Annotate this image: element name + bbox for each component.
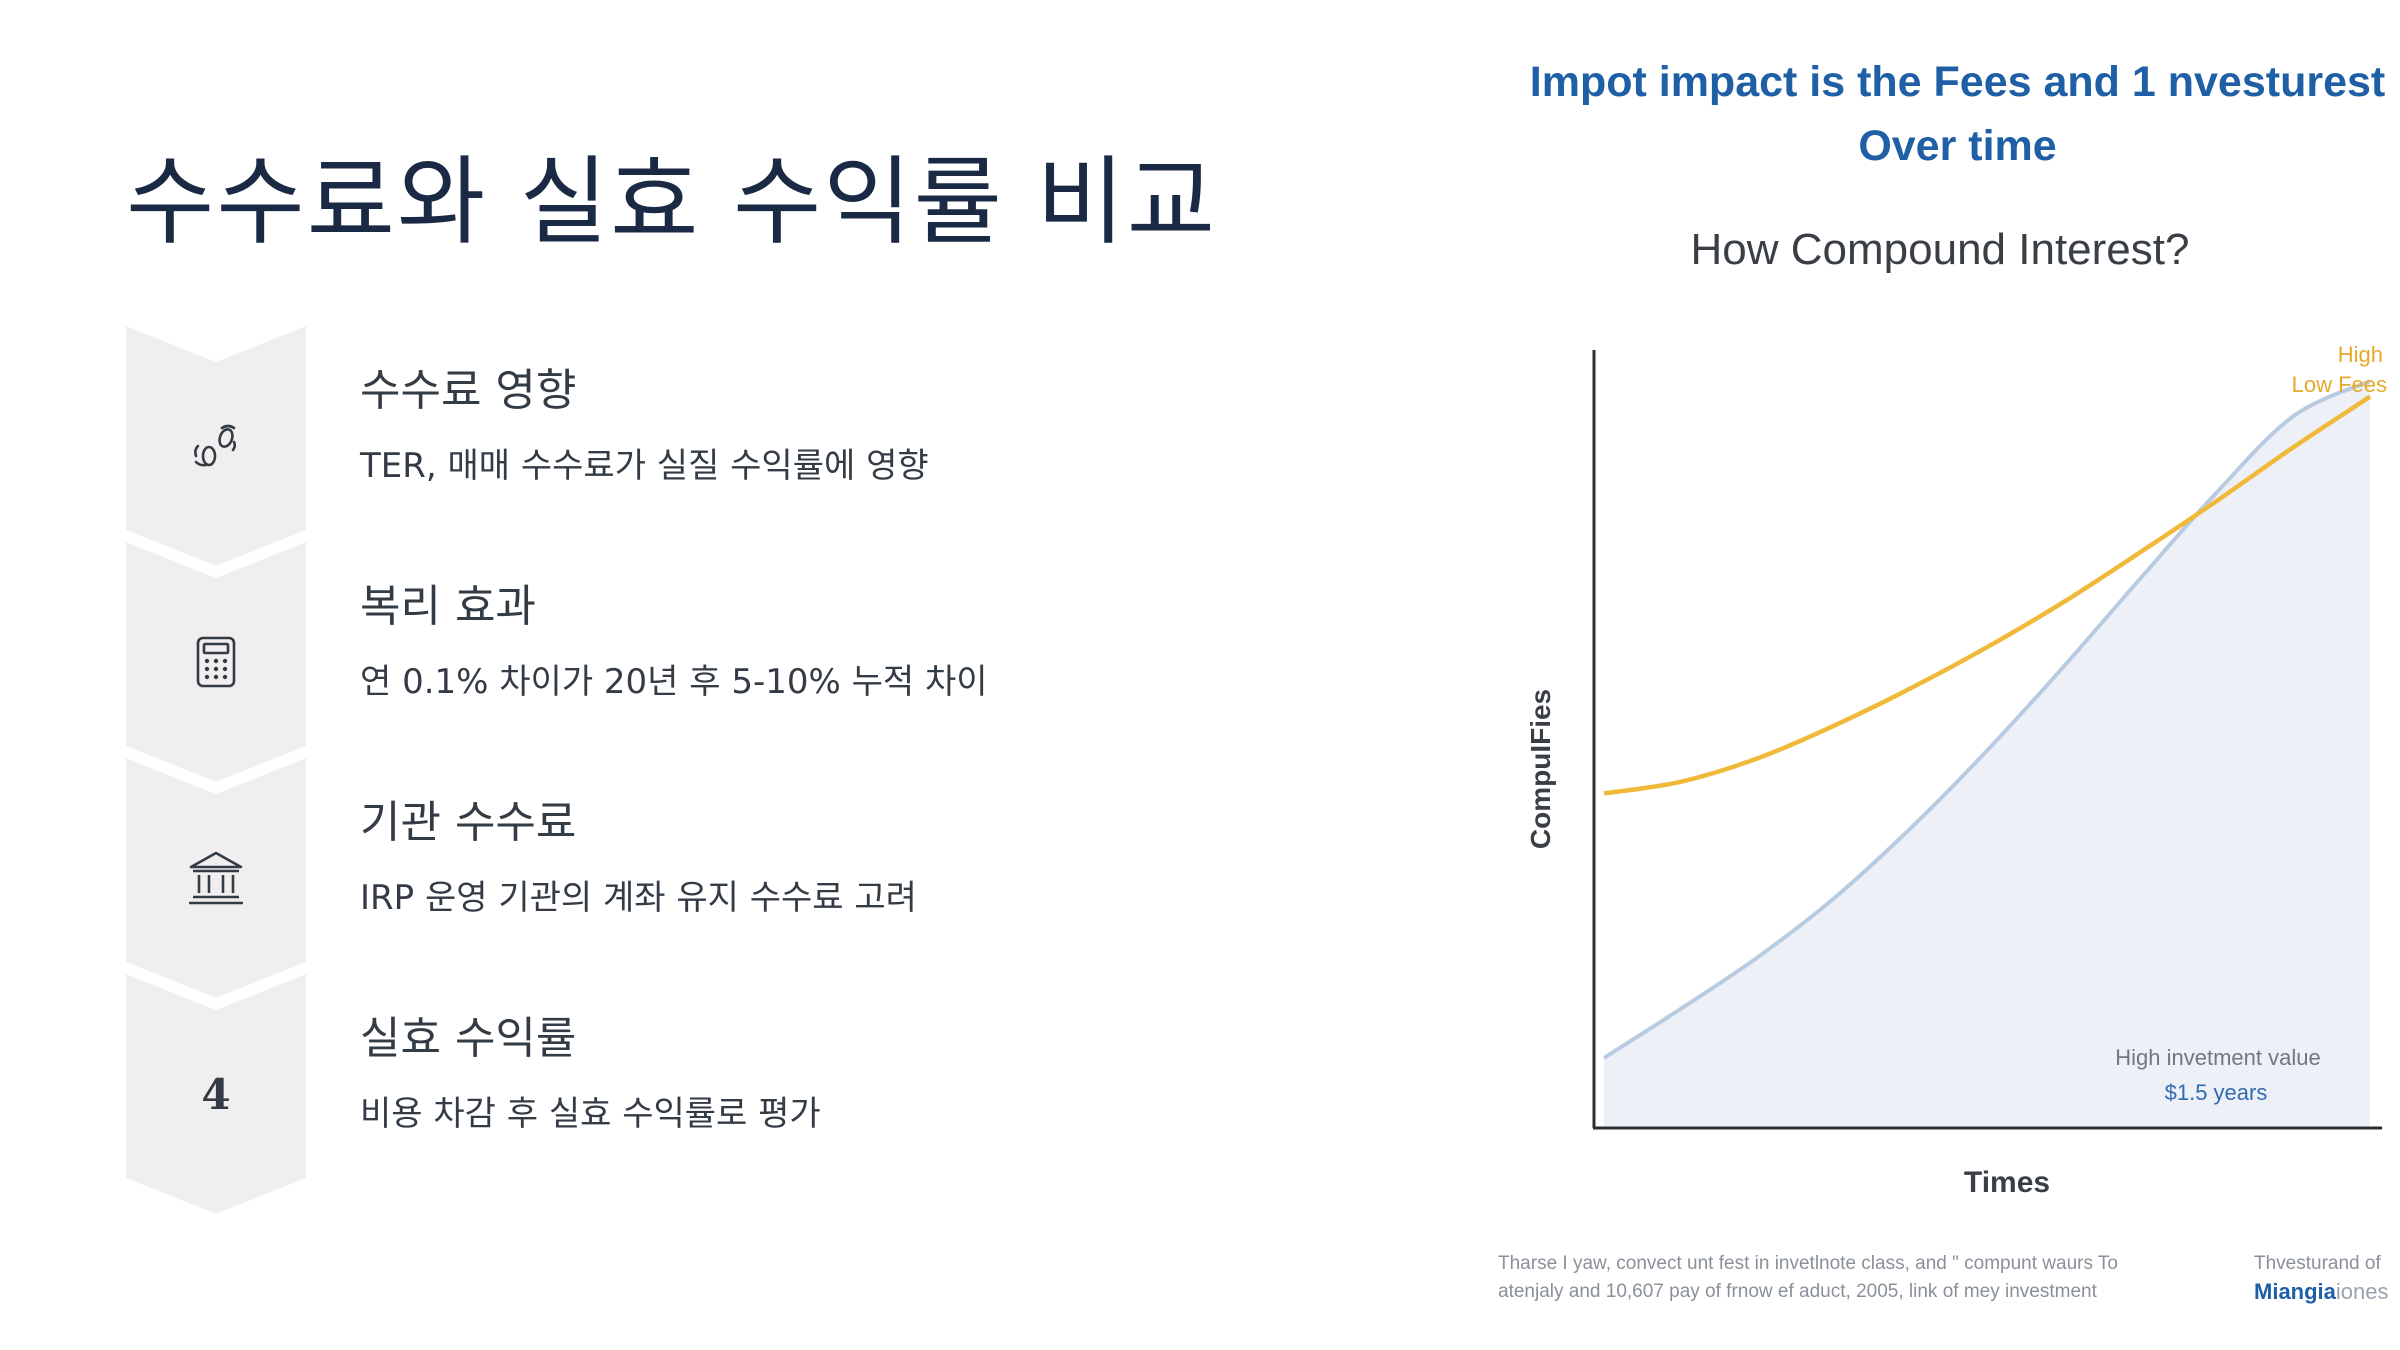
compound-interest-chart: How Compound Interest? CompuIFies Times … [1525,225,2387,1199]
step-institution-fee: 기관 수수료 IRP 운영 기관의 계좌 유지 수수료 고려 [126,758,1486,998]
step-description: 비용 차감 후 실효 수익률로 평가 [360,1094,821,1134]
bank-icon [126,758,306,998]
step-number: 4 [201,1069,231,1119]
x-axis-label: Times [1964,1166,2050,1199]
credit-brand: Miangia [2254,1279,2336,1304]
legend-label-high: High [2338,342,2383,367]
chart-title: How Compound Interest? [1691,225,2190,274]
chart-credit: Thvesturand of Miangiaiones [2254,1250,2400,1308]
annotation-line-2: $1.5 years [2165,1080,2268,1105]
step-heading: 복리 효과 [360,581,536,632]
credit-brand-suffix: iones [2335,1279,2389,1304]
series-line-high [1603,394,2372,796]
footnote-line-2: atenjaly and 10,607 pay of frnow ef aduc… [1498,1281,2097,1302]
step-heading: 기관 수수료 [360,797,577,848]
credit-line-1: Thvesturand of [2254,1253,2381,1274]
banner-line-1: Impot impact is the Fees and 1 nvestures… [1529,58,2386,106]
step-chevron [126,326,306,566]
chart-banner: Impot impact is the Fees and 1 nvestures… [1490,50,2400,178]
step-chevron [126,758,306,998]
step-description: 연 0.1% 차이가 20년 후 5-10% 누적 차이 [360,662,988,702]
step-heading: 수수료 영향 [360,365,577,416]
legend-label-low-fees: Low Fees [2292,372,2387,397]
step-compound-effect: 복리 효과 연 0.1% 차이가 20년 후 5-10% 누적 차이 [126,542,1486,782]
step-description: TER, 매매 수수료가 실질 수익률에 영향 [360,446,929,486]
series-area-low-fees [1604,381,2370,1128]
chart-figure: Impot impact is the Fees and 1 nvestures… [1490,0,2400,1350]
y-axis-label: CompuIFies [1525,689,1556,849]
series-line-low-fees [1602,379,2371,1060]
banner-line-2: Over time [1858,122,2057,170]
calculator-icon [126,542,306,782]
step-effective-return: 4 실효 수익률 비용 차감 후 실효 수익률로 평가 [126,974,1486,1214]
slide-title: 수수료와 실효 수익률 비교 [126,146,1218,258]
step-chevron [126,974,306,1214]
step-fee-impact: 수수료 영향 TER, 매매 수수료가 실질 수익률에 영향 [126,326,1486,566]
step-heading: 실효 수익률 [360,1013,577,1064]
drops-icon [126,326,306,566]
footnote-line-1: Tharse I yaw, convect unt fest in invetl… [1498,1253,2118,1274]
annotation-line-1: High invetment value [2115,1045,2320,1070]
chart-footnote: Tharse I yaw, convect unt fest in invetl… [1498,1250,2118,1306]
number-4-icon: 4 [126,974,306,1214]
step-description: IRP 운영 기관의 계좌 유지 수수료 고려 [360,878,917,918]
